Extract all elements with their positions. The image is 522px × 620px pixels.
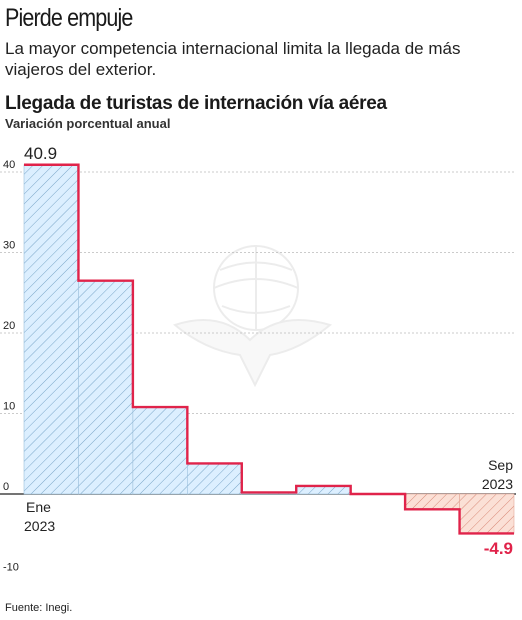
bar xyxy=(295,485,351,495)
bar xyxy=(78,280,134,495)
start-label-line1: Ene xyxy=(26,499,51,515)
y-tick-label: 30 xyxy=(3,240,15,252)
end-label-line1: Sep xyxy=(488,457,513,473)
first-value-label: 40.9 xyxy=(24,144,57,163)
bar xyxy=(459,493,515,534)
y-tick-label: 40 xyxy=(3,159,15,171)
step-outline xyxy=(24,163,514,535)
bars xyxy=(23,164,515,534)
lead-paragraph: La mayor competencia internacional limit… xyxy=(5,39,461,79)
watermark-seal-icon xyxy=(172,245,333,388)
labels: Ene 2023 Sep 2023 40.9 -4.9 xyxy=(24,144,513,558)
last-value-label: -4.9 xyxy=(484,539,513,558)
step-line xyxy=(24,163,514,535)
bar xyxy=(132,406,188,495)
bar xyxy=(404,493,460,510)
source-note: Fuente: Inegi. xyxy=(5,602,73,614)
chart-title: Llegada de turistas de internación vía a… xyxy=(5,93,387,114)
bar xyxy=(187,463,243,495)
bar xyxy=(23,164,79,495)
end-label-line2: 2023 xyxy=(482,476,513,492)
y-tick-label: 0 xyxy=(3,481,9,493)
start-label-line2: 2023 xyxy=(24,518,55,534)
chart-subtitle: Variación porcentual anual xyxy=(5,116,171,131)
y-tick-label: 20 xyxy=(3,320,15,332)
y-tick-label: -10 xyxy=(3,562,19,574)
headline: Pierde empuje xyxy=(5,4,133,32)
y-tick-label: 10 xyxy=(3,401,15,413)
